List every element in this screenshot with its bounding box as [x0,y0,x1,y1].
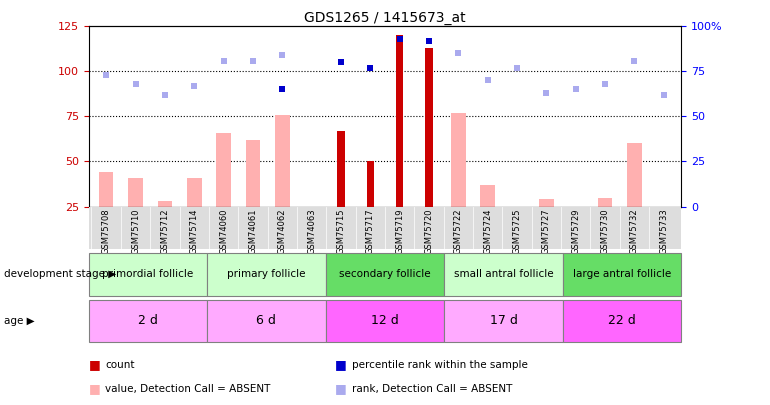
Bar [99,172,113,207]
Bar [207,253,326,296]
Bar [326,253,444,296]
Text: 12 d: 12 d [371,314,399,328]
Text: secondary follicle: secondary follicle [340,269,430,279]
Text: GSM75724: GSM75724 [484,209,492,254]
Bar [563,253,681,296]
Text: percentile rank within the sample: percentile rank within the sample [352,360,527,369]
Text: primordial follicle: primordial follicle [102,269,193,279]
Bar [89,253,207,296]
Text: GSM74063: GSM74063 [307,209,316,254]
Text: GSM75722: GSM75722 [454,209,463,254]
Bar [207,300,326,342]
Text: large antral follicle: large antral follicle [573,269,671,279]
Bar [367,162,374,207]
Text: 22 d: 22 d [608,314,636,328]
Text: ■: ■ [89,382,100,395]
Text: ■: ■ [335,358,346,371]
Text: GSM75715: GSM75715 [336,209,346,254]
Text: 6 d: 6 d [256,314,276,328]
Text: GSM75710: GSM75710 [131,209,140,254]
Text: small antral follicle: small antral follicle [454,269,554,279]
Bar [451,113,466,207]
Bar [480,185,495,207]
Text: GSM75720: GSM75720 [424,209,434,254]
Bar [563,300,681,342]
Text: GSM74060: GSM74060 [219,209,228,254]
Text: GSM75727: GSM75727 [542,209,551,254]
Text: value, Detection Call = ABSENT: value, Detection Call = ABSENT [105,384,271,394]
Bar [89,300,207,342]
Text: ■: ■ [89,358,100,371]
Bar [337,131,345,207]
Text: primary follicle: primary follicle [227,269,306,279]
Bar [627,143,642,207]
Bar [216,133,231,207]
Text: GSM75714: GSM75714 [189,209,199,254]
Text: GSM75730: GSM75730 [601,209,610,254]
Text: GSM75712: GSM75712 [160,209,169,254]
Text: GSM75732: GSM75732 [630,209,639,254]
Text: GSM75729: GSM75729 [571,209,581,254]
Text: GSM75717: GSM75717 [366,209,375,254]
Text: GSM75719: GSM75719 [395,209,404,254]
Text: development stage ▶: development stage ▶ [4,269,116,279]
Bar [396,35,403,207]
Bar [275,115,290,207]
Bar [158,201,172,207]
Bar [246,140,260,207]
Bar [128,178,143,207]
Text: age ▶: age ▶ [4,316,35,326]
Text: 17 d: 17 d [490,314,517,328]
Text: rank, Detection Call = ABSENT: rank, Detection Call = ABSENT [352,384,512,394]
Bar [425,48,433,207]
Text: 2 d: 2 d [138,314,158,328]
Text: count: count [105,360,135,369]
Text: GSM75733: GSM75733 [659,209,668,254]
Text: ■: ■ [335,382,346,395]
Bar [598,198,612,207]
Text: GSM74061: GSM74061 [249,209,257,254]
Text: GSM74062: GSM74062 [278,209,286,254]
Bar [326,300,444,342]
Text: GSM75725: GSM75725 [513,209,521,254]
Bar [444,300,563,342]
Bar [187,178,202,207]
Bar [539,199,554,207]
Text: GSM75708: GSM75708 [102,209,111,254]
Title: GDS1265 / 1415673_at: GDS1265 / 1415673_at [304,11,466,25]
Bar [444,253,563,296]
